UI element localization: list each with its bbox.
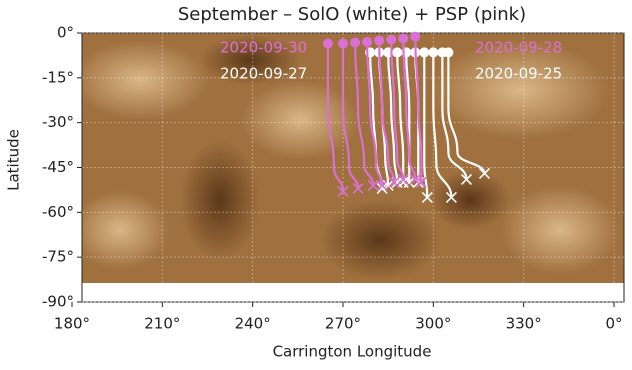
start-point: [398, 33, 408, 43]
annotation: 2020-09-25: [475, 65, 562, 83]
y-axis-label: Latitude: [5, 129, 23, 191]
y-tick-label: -90°: [42, 293, 74, 311]
start-point: [428, 47, 438, 57]
start-point: [350, 38, 360, 48]
y-tick-label: -15°: [42, 68, 74, 86]
chart-title: September – SolO (white) + PSP (pink): [178, 4, 526, 25]
chart: September – SolO (white) + PSP (pink) Ca…: [0, 0, 632, 366]
x-tick-label: 0°: [605, 315, 622, 333]
start-point: [338, 38, 348, 48]
start-point: [386, 35, 396, 45]
start-point: [410, 32, 420, 42]
y-tick-label: -75°: [42, 248, 74, 266]
x-tick-label: 240°: [235, 315, 271, 333]
start-point: [443, 47, 453, 57]
annotation: 2020-09-28: [475, 39, 562, 57]
annotation: 2020-09-30: [220, 39, 307, 57]
x-tick-label: 270°: [325, 315, 361, 333]
x-tick-label: 330°: [506, 315, 542, 333]
x-tick-label: 300°: [415, 315, 451, 333]
x-axis-label: Carrington Longitude: [273, 343, 432, 361]
y-tick-label: -60°: [42, 203, 74, 221]
annotation: 2020-09-27: [220, 65, 307, 83]
start-point: [362, 37, 372, 47]
x-tick-label: 180°: [54, 315, 90, 333]
start-point: [323, 38, 333, 48]
y-tick-label: 0°: [57, 24, 74, 42]
y-tick-label: -30°: [42, 113, 74, 131]
start-point: [374, 35, 384, 45]
start-point: [392, 47, 402, 57]
x-tick-label: 210°: [144, 315, 180, 333]
start-point: [419, 47, 429, 57]
y-tick-label: -45°: [42, 158, 74, 176]
